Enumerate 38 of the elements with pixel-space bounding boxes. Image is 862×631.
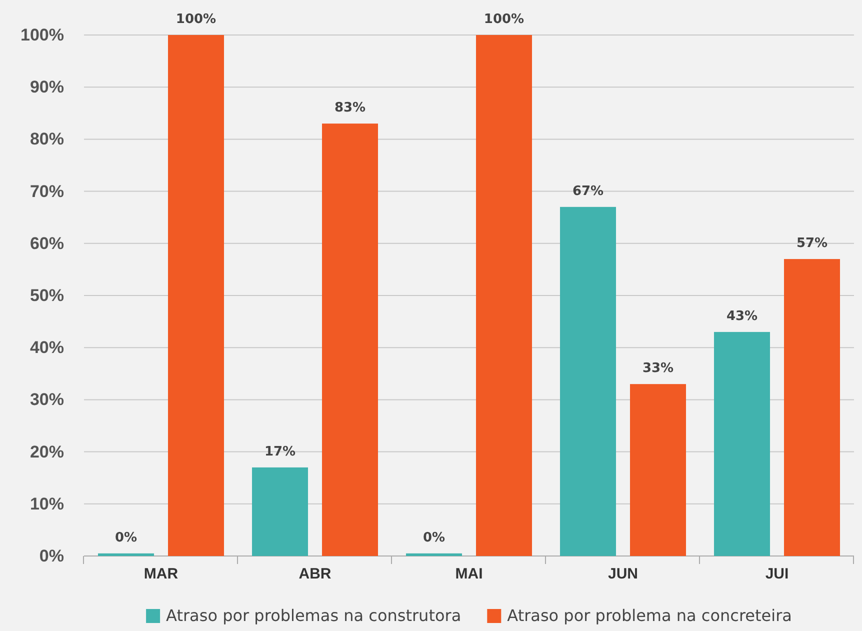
bar <box>560 206 616 556</box>
y-tick-label: 70% <box>30 182 64 201</box>
y-tick-label: 20% <box>30 442 64 462</box>
bar <box>322 124 378 556</box>
data-label: 67% <box>572 184 604 199</box>
data-label: 43% <box>726 308 758 324</box>
bar <box>630 384 686 556</box>
y-tick-label: 40% <box>30 338 64 358</box>
data-label: 100% <box>176 12 216 27</box>
x-tick-label: MAR <box>144 566 178 583</box>
y-tick-label: 90% <box>30 78 64 97</box>
bar <box>784 259 840 556</box>
y-tick-label: 60% <box>30 234 64 253</box>
x-tick-label: MAI <box>455 566 483 583</box>
y-tick-label: 10% <box>30 494 64 514</box>
x-tick-label: ABR <box>298 566 332 583</box>
data-label: 0% <box>114 530 138 546</box>
data-label: 83% <box>334 100 366 116</box>
y-tick-label: 30% <box>30 390 64 410</box>
data-label: 33% <box>642 361 674 376</box>
x-tick-label: JUN <box>608 566 638 583</box>
y-tick-label: 0% <box>39 546 64 566</box>
x-tick-label: JUI <box>765 566 789 583</box>
bar <box>98 553 154 556</box>
y-tick-label: 50% <box>30 286 64 305</box>
data-label: 100% <box>484 12 524 27</box>
data-label: 17% <box>264 444 296 460</box>
y-tick-label: 100% <box>20 25 64 44</box>
data-label: 0% <box>422 530 446 546</box>
legend-label: Atraso por problema na concreteira <box>507 606 792 625</box>
bar <box>714 332 770 556</box>
bar <box>168 35 224 556</box>
bar <box>252 467 308 556</box>
y-tick-label: 80% <box>30 130 64 149</box>
data-label: 57% <box>796 236 828 252</box>
bar <box>476 35 532 556</box>
bar <box>406 553 462 556</box>
legend-label: Atraso por problemas na construtora <box>166 606 462 625</box>
